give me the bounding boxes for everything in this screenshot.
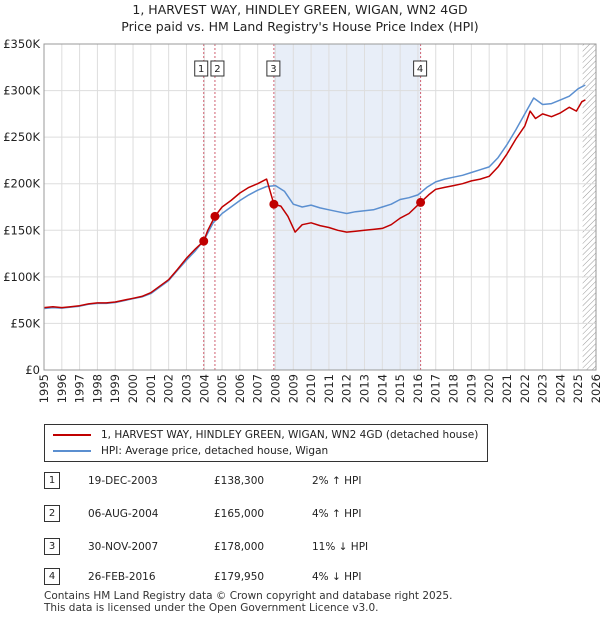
x-tick-label: 2006 (233, 374, 247, 403)
y-tick-label: £300K (3, 84, 40, 98)
x-tick-label: 2021 (500, 374, 514, 403)
x-tick-label: 1997 (73, 374, 87, 403)
sale-number-badge: 3 (44, 538, 60, 555)
sale-marker-label: 3 (270, 64, 276, 75)
sale-number-badge: 1 (44, 472, 60, 489)
sale-date: 26-FEB-2016 (88, 571, 156, 583)
x-tick-label: 2023 (536, 374, 550, 403)
x-tick-label: 2020 (482, 374, 496, 403)
x-tick-label: 2024 (553, 374, 567, 403)
legend-item-property: 1, HARVEST WAY, HINDLEY GREEN, WIGAN, WN… (53, 427, 478, 443)
sale-marker-label: 2 (214, 64, 220, 75)
x-tick-label: 2019 (464, 374, 478, 403)
legend-label-property: 1, HARVEST WAY, HINDLEY GREEN, WIGAN, WN… (101, 429, 479, 441)
sale-number-badge: 4 (44, 568, 60, 585)
sale-marker-box (194, 60, 209, 77)
y-tick-label: £0 (25, 363, 40, 377)
x-tick-label: 2014 (375, 374, 389, 403)
sale-marker-box (210, 60, 225, 77)
x-tick-label: 2015 (393, 374, 407, 403)
footer: Contains HM Land Registry data © Crown c… (44, 590, 452, 614)
sale-price: £138,300 (214, 475, 265, 487)
sale-hpi-diff: 4% ↑ HPI (312, 508, 362, 520)
x-tick-label: 2018 (447, 374, 461, 403)
sale-point (416, 197, 426, 207)
x-tick-label: 2001 (144, 374, 158, 403)
x-tick-label: 2003 (179, 374, 193, 403)
x-tick-label: 2008 (268, 374, 282, 403)
x-tick-label: 2026 (589, 374, 600, 403)
sale-marker-label: 4 (417, 64, 423, 75)
sale-price: £178,000 (214, 541, 265, 553)
plot-border (43, 43, 597, 371)
y-tick-label: £200K (3, 177, 40, 191)
x-tick-label: 2010 (304, 374, 318, 403)
x-tick-label: 1995 (37, 374, 51, 403)
x-tick-label: 2013 (358, 374, 372, 403)
x-tick-label: 1998 (90, 374, 104, 403)
footer-copyright: Contains HM Land Registry data © Crown c… (44, 590, 453, 602)
legend-swatch-property (53, 434, 91, 436)
x-tick-label: 2007 (251, 374, 265, 403)
sale-marker-label: 1 (198, 64, 204, 75)
y-tick-label: £50K (11, 316, 41, 330)
shaded-period (274, 44, 421, 370)
x-tick-label: 2000 (126, 374, 140, 403)
x-tick-label: 1996 (55, 374, 69, 403)
x-tick-label: 2005 (215, 374, 229, 403)
sale-row: 4 26-FEB-2016 £179,950 4% ↓ HPI (44, 568, 484, 586)
legend-swatch-hpi (53, 450, 91, 452)
x-tick-label: 2004 (197, 374, 211, 403)
sale-price: £165,000 (214, 508, 265, 520)
sale-price: £179,950 (214, 571, 265, 583)
x-tick-label: 2017 (429, 374, 443, 403)
x-tick-label: 1999 (108, 374, 122, 403)
x-tick-label: 2009 (286, 374, 300, 403)
x-tick-label: 2011 (322, 374, 336, 403)
sale-row: 1 19-DEC-2003 £138,300 2% ↑ HPI (44, 472, 484, 490)
sale-row: 2 06-AUG-2004 £165,000 4% ↑ HPI (44, 505, 484, 523)
legend-item-hpi: HPI: Average price, detached house, Wiga… (53, 443, 328, 459)
sale-hpi-diff: 2% ↑ HPI (312, 475, 362, 487)
y-tick-label: £100K (3, 270, 40, 284)
sale-hpi-diff: 11% ↓ HPI (312, 541, 369, 553)
chart-title: 1, HARVEST WAY, HINDLEY GREEN, WIGAN, WN… (132, 2, 468, 17)
y-tick-label: £250K (3, 130, 40, 144)
sale-number-badge: 2 (44, 505, 60, 522)
legend-label-hpi: HPI: Average price, detached house, Wiga… (101, 445, 329, 457)
legend: 1, HARVEST WAY, HINDLEY GREEN, WIGAN, WN… (44, 424, 488, 462)
sale-point (269, 199, 279, 209)
footer-licence: This data is licensed under the Open Gov… (44, 602, 379, 614)
x-tick-label: 2016 (411, 374, 425, 403)
sale-marker-box (266, 60, 281, 77)
property-price-line (43, 99, 586, 309)
x-tick-label: 2012 (340, 374, 354, 403)
x-tick-label: 2002 (162, 374, 176, 403)
y-tick-label: £150K (3, 223, 40, 237)
y-tick-label: £350K (3, 37, 40, 51)
sale-marker-box (413, 60, 428, 77)
sale-date: 19-DEC-2003 (88, 475, 158, 487)
sale-date: 06-AUG-2004 (88, 508, 159, 520)
sale-hpi-diff: 4% ↓ HPI (312, 571, 362, 583)
x-tick-label: 2022 (518, 374, 532, 403)
sale-date: 30-NOV-2007 (88, 541, 159, 553)
sale-point (199, 236, 209, 246)
sale-row: 3 30-NOV-2007 £178,000 11% ↓ HPI (44, 538, 484, 556)
forecast-hatch (582, 44, 596, 370)
x-tick-label: 2025 (571, 374, 585, 403)
sale-point (210, 211, 220, 221)
chart-subtitle: Price paid vs. HM Land Registry's House … (121, 19, 479, 34)
